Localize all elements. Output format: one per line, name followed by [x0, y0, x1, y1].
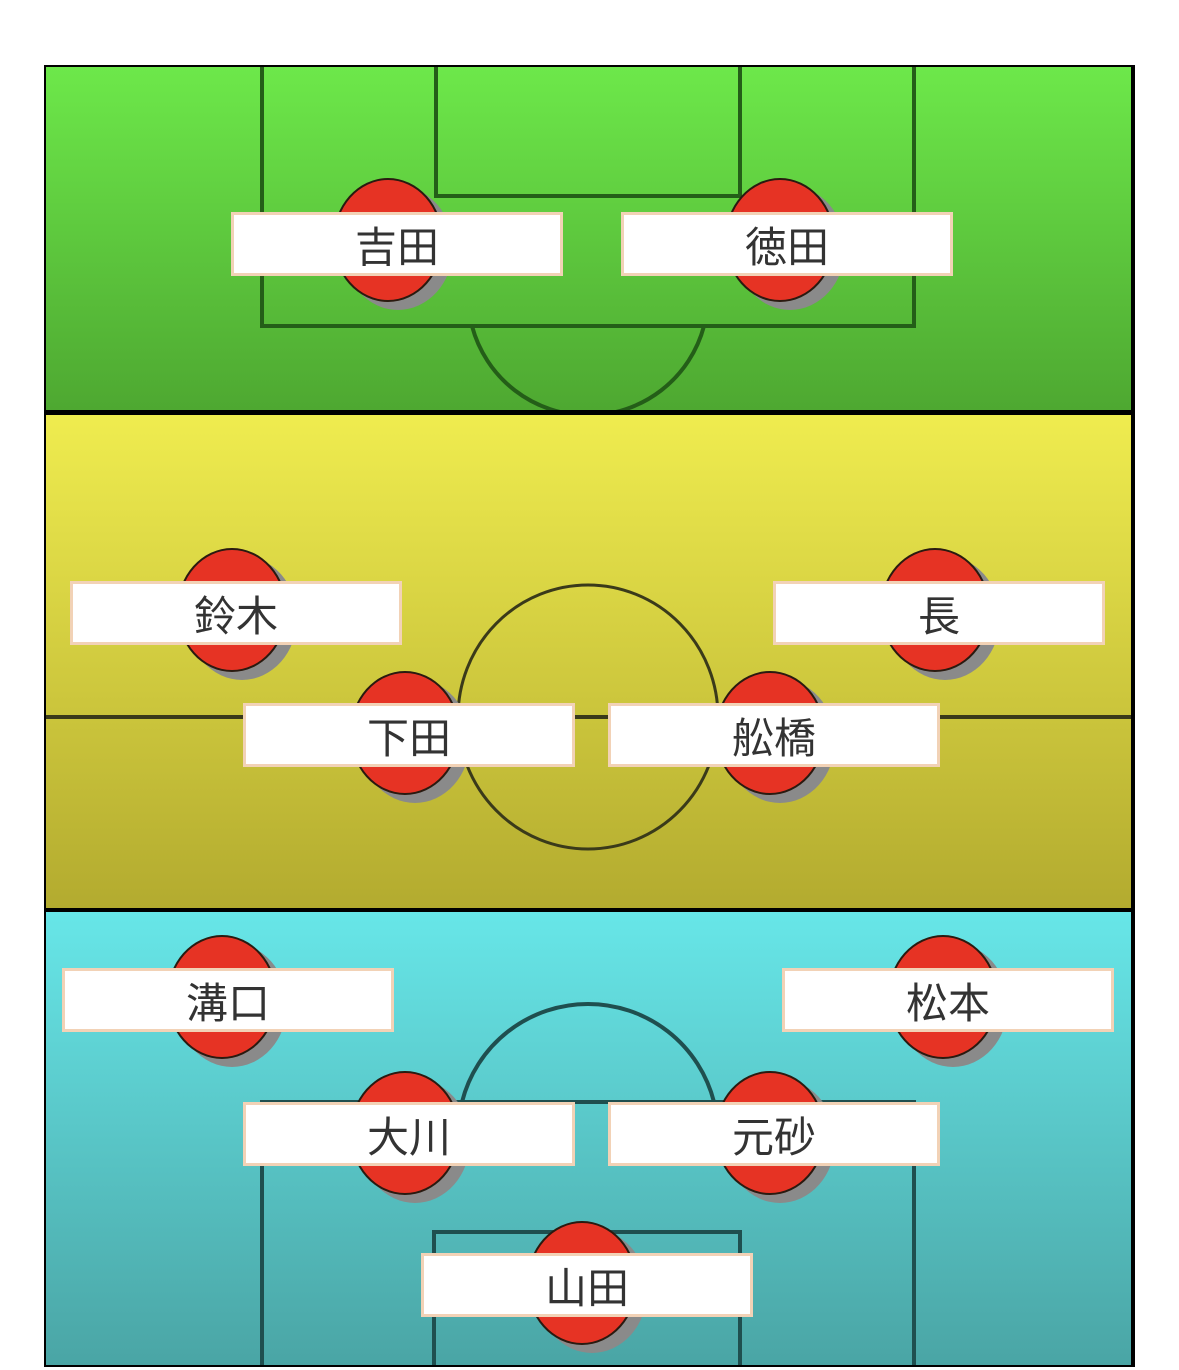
player-name-label: 下田 — [243, 703, 575, 767]
player-name-label: 徳田 — [621, 212, 953, 276]
player-name-label: 吉田 — [231, 212, 563, 276]
player-name-label: 松本 — [782, 968, 1114, 1032]
player-name-label: 鈴木 — [70, 581, 402, 645]
player-name-label: 元砂 — [608, 1102, 940, 1166]
player-disc-icon — [350, 1071, 470, 1203]
attack-zone — [46, 67, 1131, 410]
player-name-label: 長 — [773, 581, 1105, 645]
player-name-label: 山田 — [421, 1253, 753, 1317]
pitch-lines-attack — [260, 67, 916, 410]
player-name-label: 大川 — [243, 1102, 575, 1166]
player-name-label: 舩橋 — [608, 703, 940, 767]
player-name-label: 溝口 — [62, 968, 394, 1032]
